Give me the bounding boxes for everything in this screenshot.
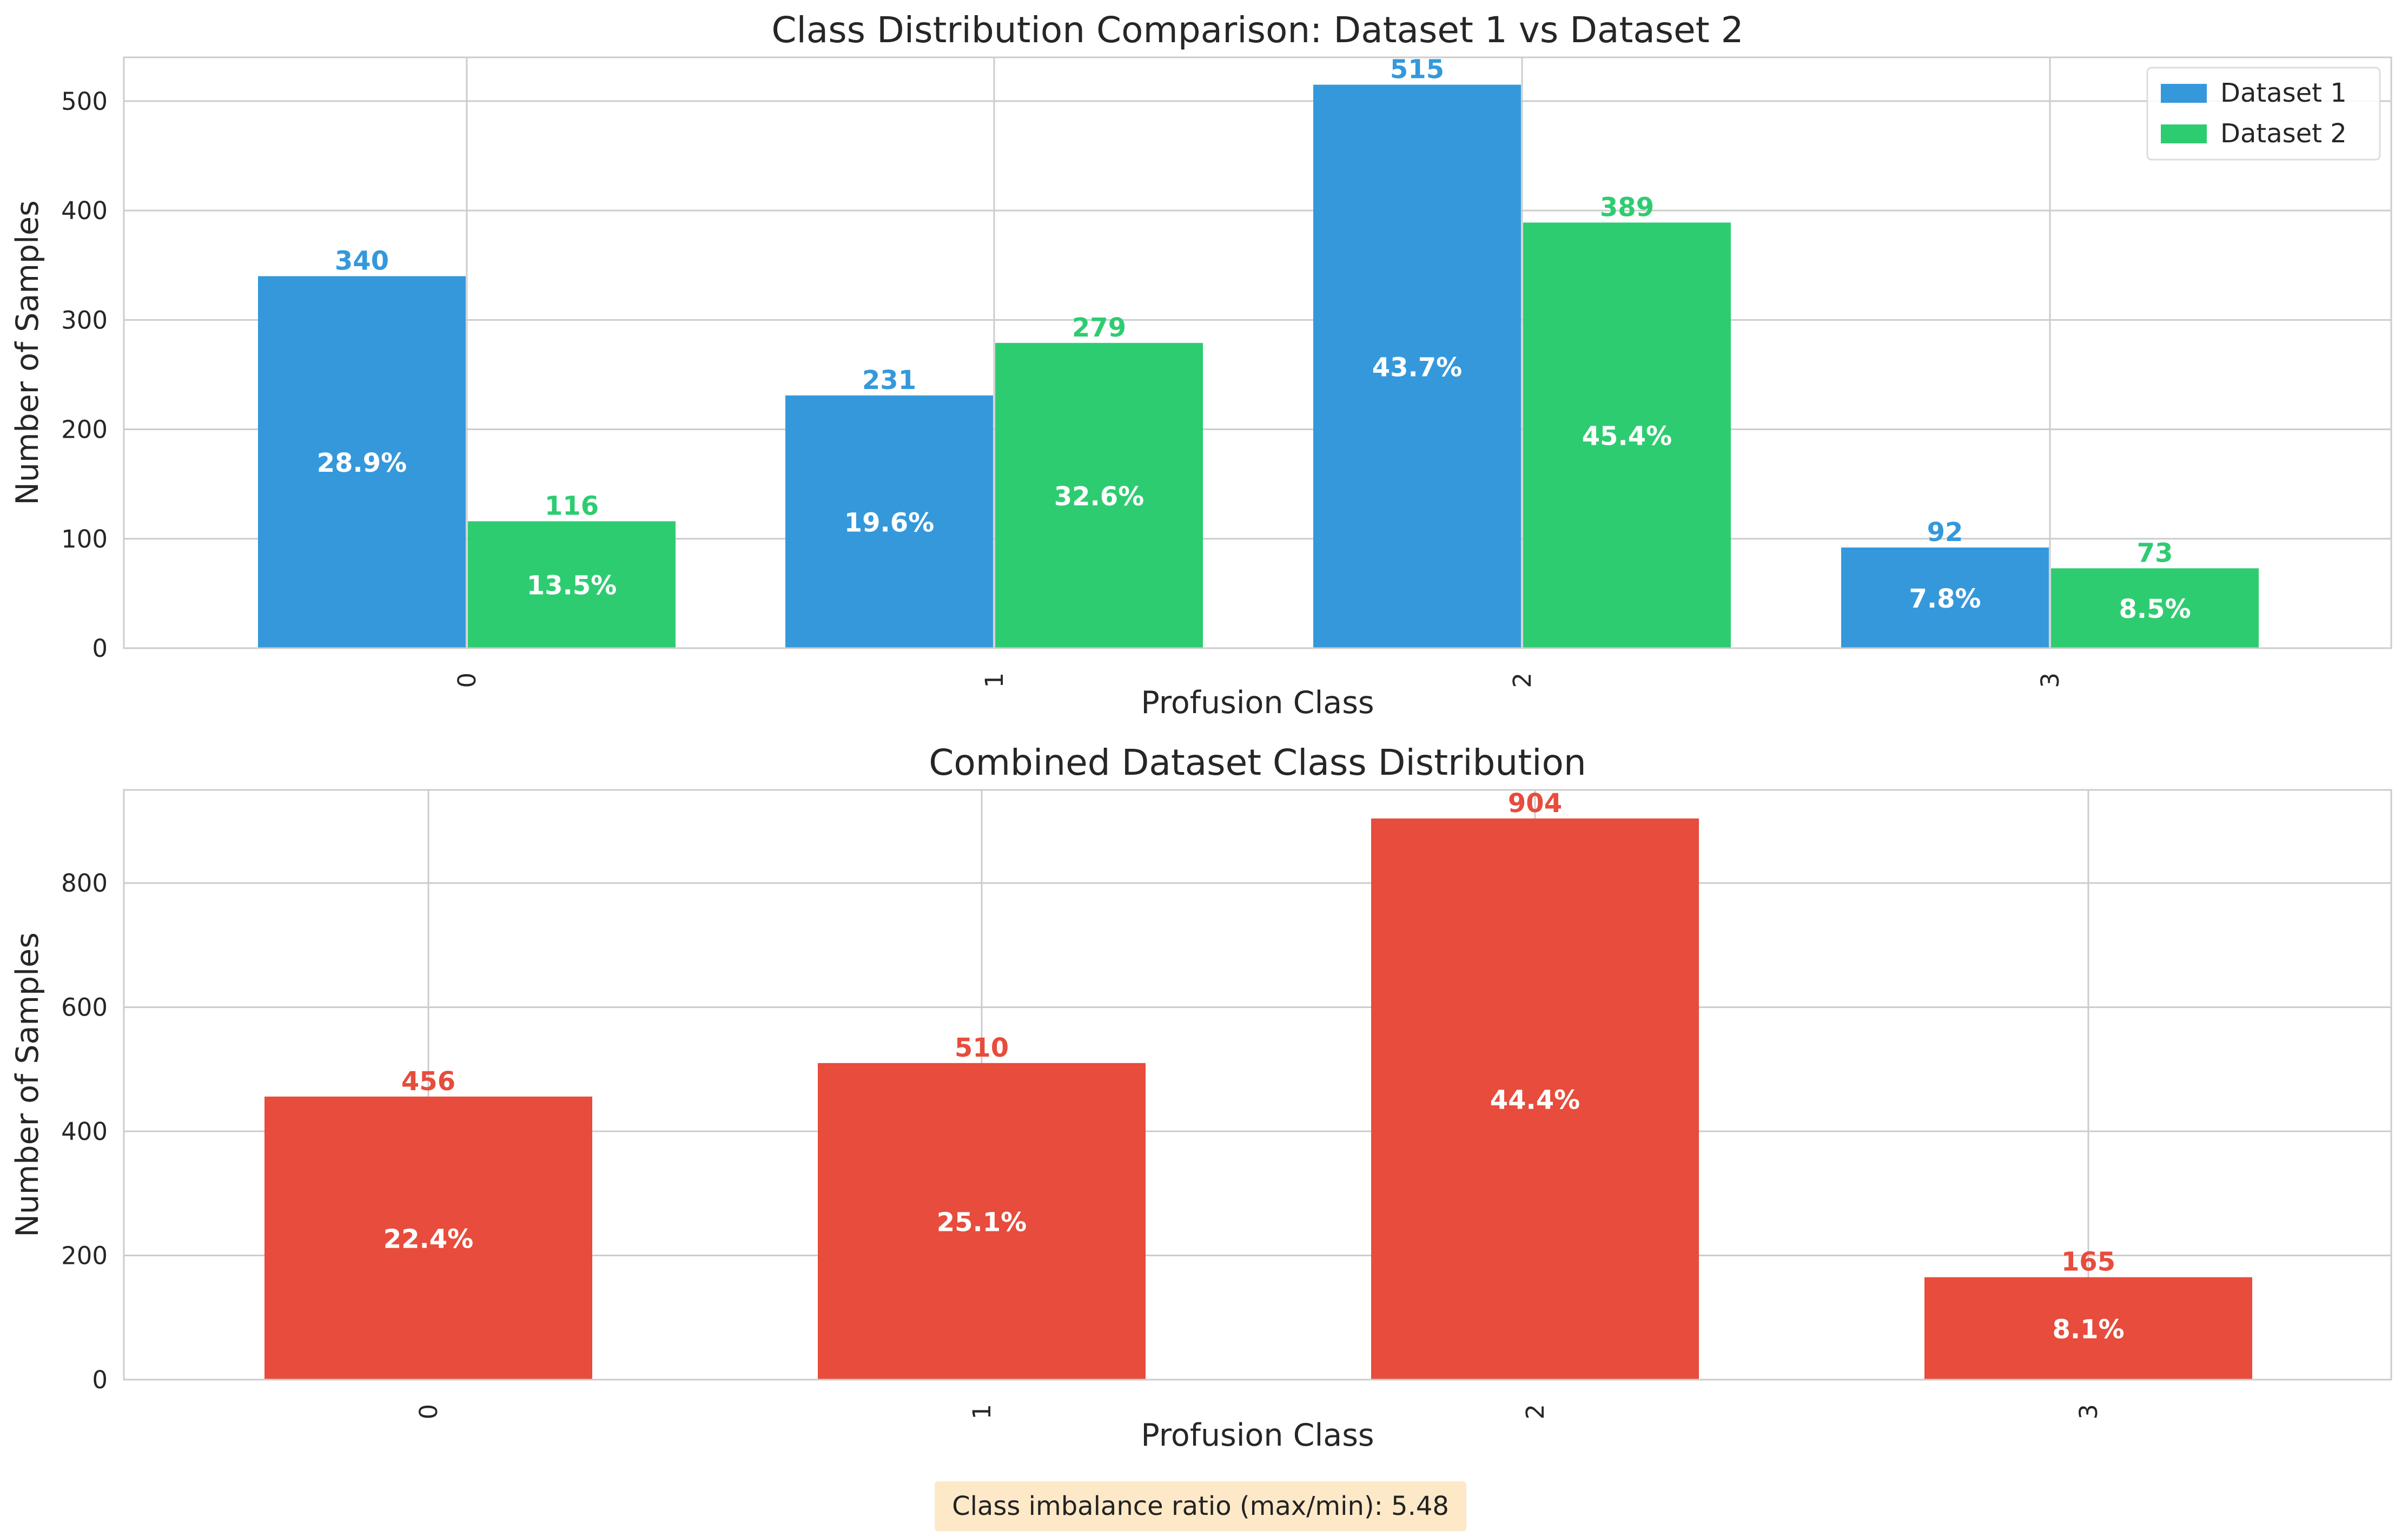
bar-percent-label: 22.4% <box>383 1224 474 1254</box>
bar-value-label: 389 <box>1600 192 1654 222</box>
y-tick-label: 200 <box>61 416 108 444</box>
x-tick-label: 3 <box>2074 1404 2103 1420</box>
bar-combined-class-3 <box>1924 1277 2252 1380</box>
y-tick-label: 200 <box>61 1242 108 1270</box>
x-tick-label: 0 <box>453 673 481 688</box>
bar-dataset-2-class-1 <box>995 342 1203 648</box>
y-tick-label: 400 <box>61 1117 108 1146</box>
x-tick-label: 1 <box>968 1404 996 1420</box>
y-tick-label: 500 <box>61 87 108 116</box>
bar-combined-class-2 <box>1371 818 1699 1380</box>
x-tick-label: 3 <box>2036 673 2065 688</box>
combined-chart: 0 200 400 600 800 456 22.4% 510 25.1% 904 44.4% 165… <box>10 742 2392 1453</box>
bar-value-label: 73 <box>2137 538 2173 568</box>
bar-value-label: 510 <box>955 1033 1009 1063</box>
bar-percent-label: 43.7% <box>1372 352 1463 383</box>
bar-value-label: 231 <box>862 365 916 395</box>
bar-percent-label: 28.9% <box>317 448 407 478</box>
chart-title: Combined Dataset Class Distribution <box>929 742 1586 783</box>
bar-dataset-1-class-3 <box>1841 547 2049 648</box>
legend: Dataset 1 Dataset 2 <box>2146 67 2381 161</box>
y-tick-label: 600 <box>61 993 108 1022</box>
bar-percent-label: 8.5% <box>2119 594 2191 624</box>
bar-dataset-1-class-1 <box>785 395 993 648</box>
bar-value-label: 456 <box>401 1066 455 1097</box>
bar-percent-label: 7.8% <box>1909 584 1981 614</box>
bar-dataset-2-class-3 <box>2051 568 2259 648</box>
y-tick-label: 100 <box>61 525 108 553</box>
bar-dataset-2-class-2 <box>1523 222 1731 648</box>
bar-percent-label: 45.4% <box>1582 421 1672 452</box>
bar-dataset-1-class-0 <box>258 276 466 648</box>
bar-dataset-1-class-2 <box>1313 84 1521 649</box>
x-tick-label: 1 <box>980 673 1009 688</box>
bar-percent-label: 44.4% <box>1490 1085 1580 1115</box>
chart-title: Class Distribution Comparison: Dataset 1… <box>771 9 1743 51</box>
x-tick-label: 2 <box>1508 673 1537 688</box>
comparison-chart: 010020030040050034028.9%23119.6%51543.7%… <box>10 9 2392 721</box>
bar-percent-label: 32.6% <box>1054 482 1145 512</box>
y-axis-label: Number of Samples <box>10 932 45 1237</box>
bar-value-label: 279 <box>1072 313 1126 343</box>
bar-value-label: 515 <box>1390 55 1444 85</box>
plot-frame <box>123 56 2392 649</box>
x-tick-label: 0 <box>414 1404 443 1420</box>
y-tick-label: 400 <box>61 196 108 225</box>
x-axis-label: Profusion Class <box>1141 1418 1374 1453</box>
bar-value-label: 340 <box>335 246 389 276</box>
y-axis-label: Number of Samples <box>10 200 45 505</box>
plot-frame <box>123 789 2392 1381</box>
legend-swatch <box>2161 124 2207 143</box>
bar-value-label: 116 <box>545 491 599 521</box>
bar-value-label: 165 <box>2061 1247 2115 1277</box>
legend-label: Dataset 2 <box>2220 118 2347 149</box>
bar-percent-label: 25.1% <box>937 1207 1027 1237</box>
bar-percent-label: 8.1% <box>2052 1314 2124 1344</box>
y-tick-label: 800 <box>61 869 108 898</box>
x-axis-label: Profusion Class <box>1141 685 1374 721</box>
imbalance-ratio-note: Class imbalance ratio (max/min): 5.48 <box>935 1481 1466 1531</box>
y-tick-label: 0 <box>92 634 108 663</box>
bar-combined-class-0 <box>264 1096 592 1380</box>
bar-combined-class-1 <box>818 1063 1146 1380</box>
y-tick-label: 0 <box>92 1366 108 1394</box>
bar-dataset-2-class-0 <box>468 521 676 648</box>
legend-swatch <box>2161 84 2207 103</box>
bar-value-label: 92 <box>1927 517 1963 548</box>
bar-percent-label: 19.6% <box>844 507 935 538</box>
legend-label: Dataset 1 <box>2220 78 2347 108</box>
bar-percent-label: 13.5% <box>527 571 617 601</box>
bar-value-label: 904 <box>1508 788 1562 819</box>
x-tick-label: 2 <box>1521 1404 1550 1420</box>
y-tick-label: 300 <box>61 306 108 334</box>
